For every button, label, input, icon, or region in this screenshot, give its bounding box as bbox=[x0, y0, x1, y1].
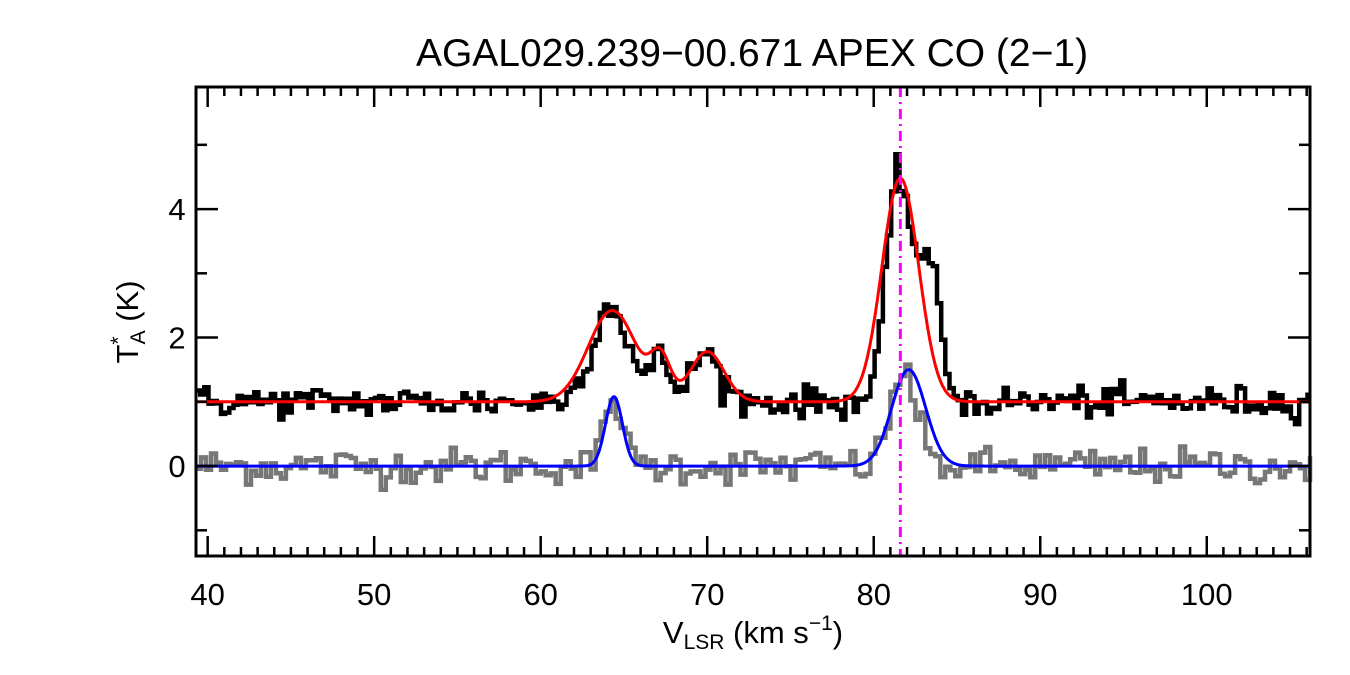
x-label-close: ) bbox=[833, 615, 843, 650]
x-tick-label: 60 bbox=[523, 577, 557, 612]
gaussian-fit-line bbox=[196, 176, 1310, 404]
x-label-main: V bbox=[663, 615, 684, 650]
observed-spectrum-line bbox=[196, 362, 1313, 492]
y-label-sup: * bbox=[107, 336, 130, 344]
y-label-unit: (K) bbox=[110, 280, 145, 330]
y-label-main: T bbox=[110, 345, 145, 364]
x-axis: 40 50 60 70 80 90 100 bbox=[190, 87, 1308, 612]
x-axis-label: VLSR (km s−1) bbox=[663, 612, 843, 654]
y-tick-label: 2 bbox=[168, 321, 185, 356]
y-label-sub: A bbox=[127, 330, 150, 344]
x-tick-label: 80 bbox=[856, 577, 890, 612]
y-tick-label: 0 bbox=[168, 449, 185, 484]
x-label-sub: LSR bbox=[684, 631, 725, 654]
gaussian-fit-line bbox=[196, 368, 1310, 468]
x-tick-label: 70 bbox=[690, 577, 724, 612]
observed-spectrum-line bbox=[196, 151, 1310, 427]
series-layer bbox=[196, 151, 1313, 492]
chart-title: AGAL029.239−00.671 APEX CO (2−1) bbox=[416, 32, 1088, 75]
x-label-sup: −1 bbox=[809, 612, 833, 635]
x-tick-label: 40 bbox=[190, 577, 224, 612]
plot-frame bbox=[194, 85, 1312, 558]
x-label-unit: (km s bbox=[724, 615, 808, 650]
y-axis: 0 2 4 bbox=[168, 143, 1310, 532]
x-tick-label: 50 bbox=[357, 577, 391, 612]
y-tick-label: 4 bbox=[168, 192, 185, 227]
y-axis-label: T*A (K) bbox=[107, 280, 150, 363]
x-tick-label: 100 bbox=[1181, 577, 1233, 612]
x-tick-label: 90 bbox=[1023, 577, 1057, 612]
